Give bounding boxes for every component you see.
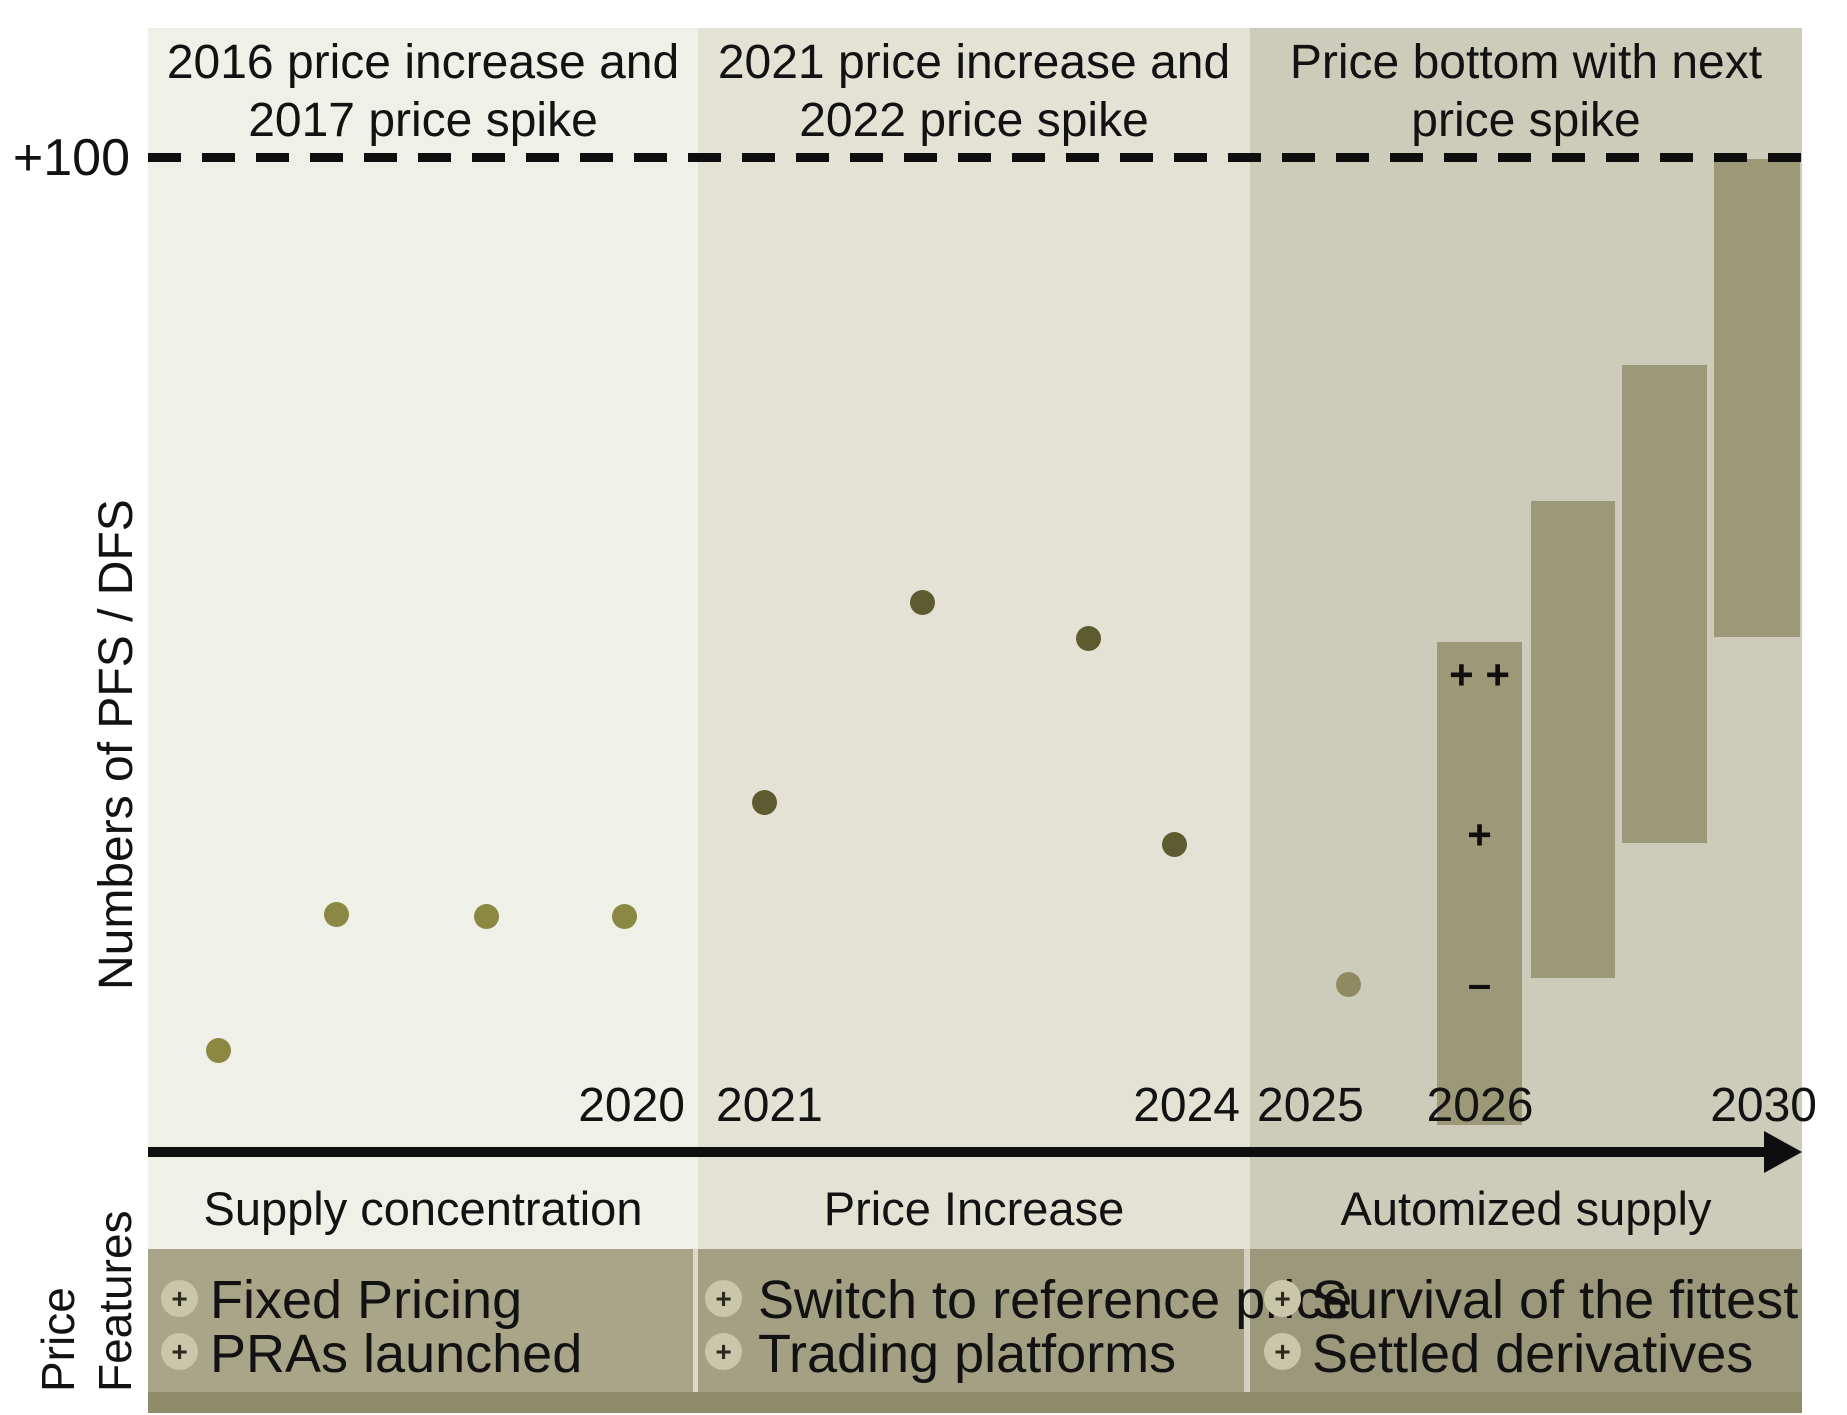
x-axis-arrowhead-icon (1764, 1131, 1802, 1173)
period-1-header-line1: 2016 price increase and (166, 36, 680, 89)
year-label-2021: 2021 (716, 1079, 823, 1132)
period-2-header-line2: 2022 price spike (799, 94, 1149, 147)
period-3-header-line2: price spike (1411, 94, 1641, 147)
scatter-dot-2024 (1162, 832, 1187, 857)
plus-badge: + (161, 1280, 198, 1317)
phase-label-automized-supply: Automized supply (1340, 1182, 1712, 1235)
bottom-strip (148, 1392, 1802, 1413)
x-axis-line (148, 1147, 1768, 1157)
period-2-header: 2021 price increase and 2022 price spike (698, 34, 1250, 150)
period-3-header-line1: Price bottom with next (1289, 36, 1763, 89)
scatter-dot-2021 (752, 790, 777, 815)
features-band-2 (698, 1249, 1244, 1392)
year-label-2024: 2024 (1133, 1079, 1240, 1132)
bar-annotation-minus: – (1467, 960, 1492, 1007)
bar-annotation-plus: + (1467, 811, 1492, 858)
plus-badge: + (161, 1333, 198, 1370)
phase-label-price-increase: Price Increase (823, 1182, 1125, 1235)
period-3-header: Price bottom with next price spike (1250, 34, 1802, 150)
year-label-2020: 2020 (578, 1079, 685, 1132)
price-features-line2: Features (89, 1210, 141, 1392)
range-bar-2030 (1714, 159, 1800, 637)
range-bar-2028 (1622, 365, 1707, 843)
feature-item: Survival of the fittest (1312, 1270, 1799, 1330)
scatter-dot-2025 (1336, 972, 1361, 997)
period-panel-3 (1250, 28, 1802, 1249)
range-bar-2027 (1531, 501, 1615, 978)
period-panel-1 (148, 28, 698, 1249)
scatter-dot-2020 (612, 904, 637, 929)
feature-item: Fixed Pricing (210, 1270, 523, 1330)
plus-badge: + (705, 1280, 742, 1317)
y-reference-label: +100 (12, 129, 130, 187)
price-features-line1: Price (32, 1287, 84, 1392)
scatter-dot-2023 (1076, 626, 1101, 651)
plus-icon: + (171, 1336, 188, 1367)
plus-badge: + (1264, 1333, 1301, 1370)
scatter-dot-2022 (910, 590, 935, 615)
plus-icon: + (1274, 1283, 1291, 1314)
plus-icon: + (171, 1283, 188, 1314)
phase-label-supply-concentration: Supply concentration (203, 1182, 643, 1235)
year-label-2026: 2026 (1426, 1079, 1534, 1132)
feature-item: Switch to reference price (758, 1270, 1353, 1330)
plus-icon: + (715, 1283, 732, 1314)
scatter-dot-2018 (474, 904, 499, 929)
y-axis-title: Numbers of PFS / DFS (90, 499, 143, 991)
period-1-header: 2016 price increase and 2017 price spike (148, 34, 698, 150)
bar-annotation-plus-plus: + + (1449, 651, 1510, 698)
range-bar-2026: + + + – (1437, 642, 1522, 1125)
plus-icon: + (1274, 1336, 1291, 1367)
feature-item: Settled derivatives (1312, 1324, 1754, 1384)
scatter-dot-2016 (206, 1038, 231, 1063)
year-label-2030: 2030 (1710, 1079, 1817, 1132)
plus-badge: + (705, 1333, 742, 1370)
band-divider-1 (693, 1249, 698, 1392)
y-reference-dashed-line (148, 153, 1802, 162)
plus-icon: + (715, 1336, 732, 1367)
year-label-2025: 2025 (1257, 1079, 1364, 1132)
feature-item: Trading platforms (758, 1324, 1177, 1384)
scatter-dot-2017 (324, 902, 349, 927)
band-divider-2 (1244, 1249, 1250, 1392)
features-band-3 (1250, 1249, 1802, 1392)
features-band-1 (148, 1249, 693, 1392)
period-1-header-line2: 2017 price spike (248, 94, 598, 147)
plus-badge: + (1264, 1280, 1301, 1317)
period-2-header-line1: 2021 price increase and (717, 36, 1231, 89)
price-features-label: Price Features (30, 1210, 148, 1392)
feature-item: PRAs launched (210, 1324, 583, 1384)
period-panel-2 (698, 28, 1250, 1249)
